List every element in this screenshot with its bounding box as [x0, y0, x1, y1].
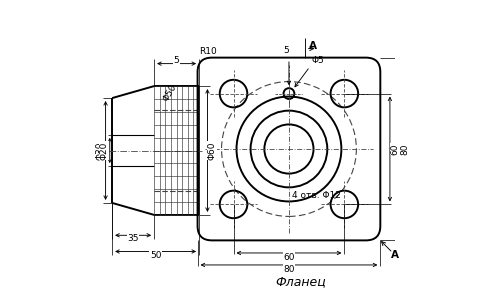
Text: Φ30: Φ30 — [96, 141, 105, 160]
Text: Φ5: Φ5 — [311, 56, 324, 65]
Text: R10: R10 — [199, 47, 217, 56]
Text: 5: 5 — [284, 46, 289, 55]
Text: 80: 80 — [401, 143, 409, 155]
Text: A: A — [309, 41, 317, 51]
Text: Фланец: Фланец — [275, 275, 327, 288]
Text: Φ60: Φ60 — [208, 141, 217, 160]
Text: 4 отв. Φ12: 4 отв. Φ12 — [292, 191, 341, 200]
Text: Φ50: Φ50 — [162, 82, 179, 103]
Text: A: A — [391, 250, 399, 260]
Text: 50: 50 — [150, 250, 162, 259]
Text: 5: 5 — [174, 55, 180, 64]
Text: 60: 60 — [283, 253, 295, 262]
Text: 60: 60 — [391, 143, 400, 155]
Text: 80: 80 — [283, 265, 295, 274]
Text: Φ20: Φ20 — [100, 141, 109, 160]
Text: 35: 35 — [127, 234, 139, 244]
